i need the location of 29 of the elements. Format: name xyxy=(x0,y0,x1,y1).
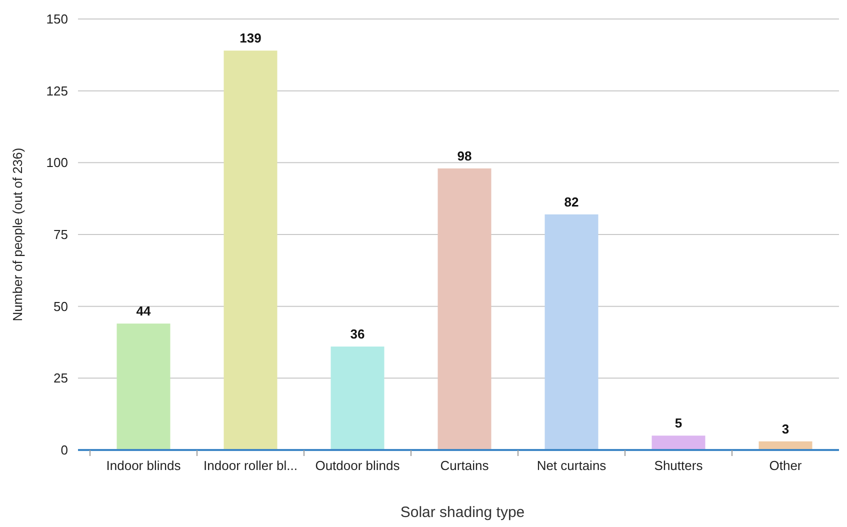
data-label: 44 xyxy=(136,304,152,319)
y-tick-label: 150 xyxy=(46,12,68,27)
x-tick-label: Indoor blinds xyxy=(106,458,182,473)
y-tick-label: 50 xyxy=(54,298,68,314)
bar xyxy=(224,50,278,450)
bar xyxy=(544,214,598,450)
y-tick-label: 0 xyxy=(60,442,68,458)
data-label: 82 xyxy=(564,194,579,210)
y-axis-title: Number of people (out of 236) xyxy=(10,148,25,322)
data-label: 139 xyxy=(240,30,262,46)
y-tick-label: 100 xyxy=(46,155,68,170)
bar xyxy=(438,168,492,450)
x-tick-label: Net curtains xyxy=(536,458,607,473)
bar xyxy=(330,346,384,450)
data-label: 3 xyxy=(782,421,790,436)
x-tick-label: Shutters xyxy=(654,458,704,473)
x-tick-label: Outdoor blinds xyxy=(315,458,400,473)
bar xyxy=(116,324,170,450)
y-tick-label: 75 xyxy=(54,227,68,242)
x-tick-label: Indoor roller bl... xyxy=(204,458,298,473)
data-label: 98 xyxy=(457,148,472,164)
x-tick-label: Curtains xyxy=(440,458,490,473)
y-tick-label: 125 xyxy=(46,83,68,98)
x-tick-label: Other xyxy=(769,458,802,473)
bar xyxy=(652,436,706,450)
data-label: 36 xyxy=(350,326,365,342)
data-label: 5 xyxy=(674,416,682,431)
y-tick-label: 25 xyxy=(54,370,68,386)
x-axis-title: Solar shading type xyxy=(400,504,525,521)
